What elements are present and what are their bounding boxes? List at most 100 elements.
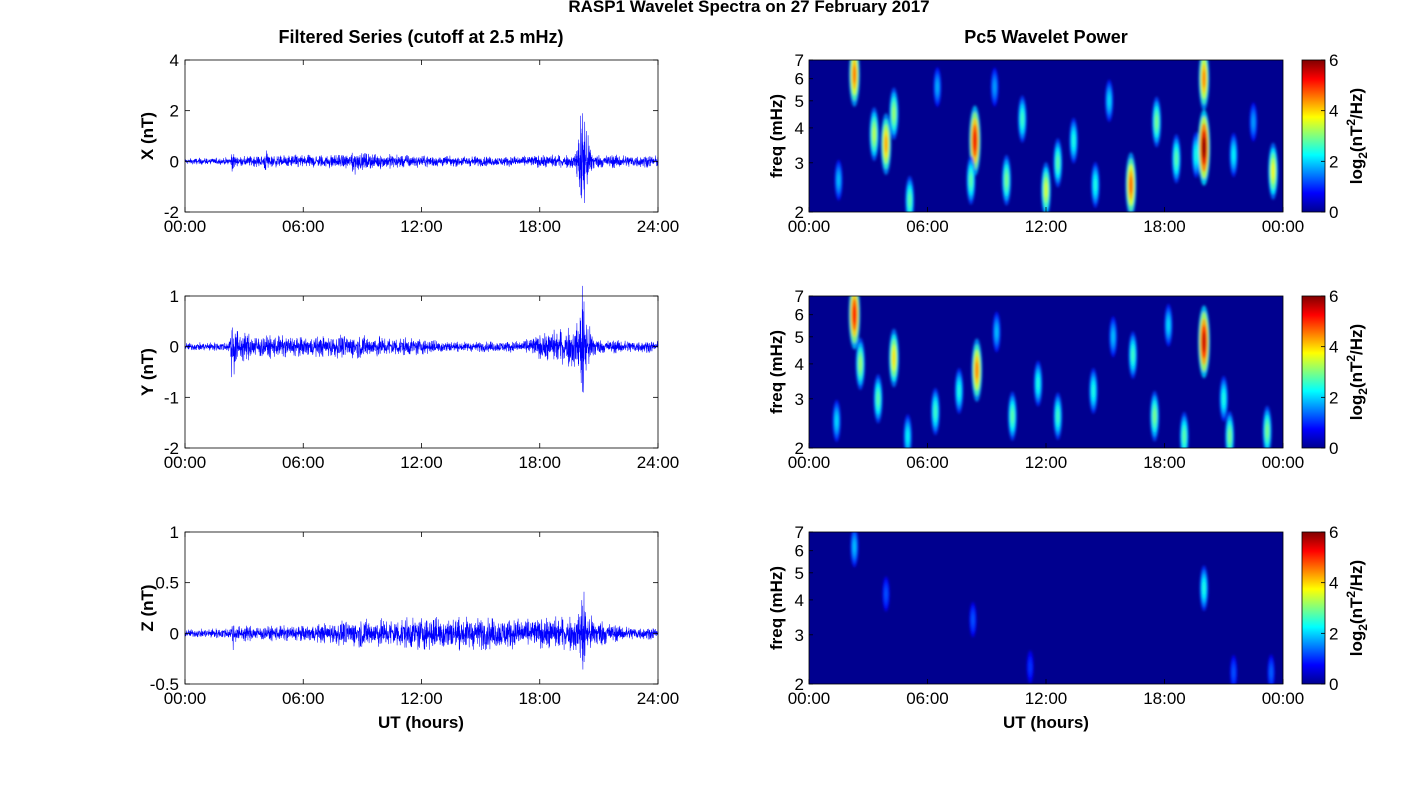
x-tick-label: 00:00 xyxy=(1262,453,1305,472)
power-feature xyxy=(957,384,961,398)
y-tick-label: 2 xyxy=(795,203,804,222)
colorbar-tick-label: 2 xyxy=(1329,152,1338,171)
y-tick-label: 3 xyxy=(795,154,804,173)
colorbar-tick-label: 4 xyxy=(1329,338,1338,357)
power-feature xyxy=(876,391,880,406)
power-feature xyxy=(1202,581,1206,595)
y-tick-label: 6 xyxy=(795,542,804,561)
y-axis-label: X (nT) xyxy=(138,112,157,160)
power-feature xyxy=(971,614,974,625)
colorbar xyxy=(1301,59,1326,213)
x-tick-label: 06:00 xyxy=(906,217,949,236)
data-trace xyxy=(184,591,659,670)
power-feature xyxy=(993,81,996,93)
colorbar-tick-label: 0 xyxy=(1329,439,1338,458)
x-tick-label: 00:00 xyxy=(1262,689,1305,708)
x-tick-label: 12:00 xyxy=(400,453,443,472)
y-tick-label: 6 xyxy=(795,306,804,325)
colorbar-tick-label: 6 xyxy=(1329,287,1338,306)
power-feature xyxy=(1228,429,1231,444)
x-tick-label: 00:00 xyxy=(164,689,207,708)
power-feature xyxy=(1252,116,1255,128)
x-tick-label: 18:00 xyxy=(1143,453,1186,472)
x-tick-label: 18:00 xyxy=(518,689,561,708)
x-axis-label-left: UT (hours) xyxy=(378,713,464,732)
y-axis-label: freq (mHz) xyxy=(767,94,786,178)
colorbar-tick-label: 0 xyxy=(1329,203,1338,222)
y-tick-label: 2 xyxy=(795,675,804,694)
x-tick-label: 18:00 xyxy=(1143,217,1186,236)
colorbar-tick-label: 6 xyxy=(1329,523,1338,542)
y-tick-label: -0.5 xyxy=(150,675,179,694)
power-feature xyxy=(1056,155,1060,170)
power-feature xyxy=(852,65,856,84)
power-feature xyxy=(1005,173,1008,188)
x-tick-label: 06:00 xyxy=(282,217,325,236)
y-tick-label: 5 xyxy=(795,92,804,111)
y-tick-label: 2 xyxy=(795,439,804,458)
right-column-title: Pc5 Wavelet Power xyxy=(964,27,1127,47)
y-axis-label: Y (nT) xyxy=(138,348,157,396)
plot-area xyxy=(185,296,658,448)
x-tick-label: 00:00 xyxy=(164,453,207,472)
power-feature xyxy=(1072,134,1075,148)
colorbar-label: log2(nT2/Hz) xyxy=(1344,324,1370,420)
x-tick-label: 12:00 xyxy=(1025,453,1068,472)
x-tick-label: 12:00 xyxy=(1025,689,1068,708)
y-tick-label: 7 xyxy=(795,287,804,306)
plot-area xyxy=(185,532,658,684)
x-tick-label: 06:00 xyxy=(906,453,949,472)
spectrum-background xyxy=(809,296,1283,448)
x-tick-label: 06:00 xyxy=(906,689,949,708)
colorbar xyxy=(1301,531,1326,685)
x-tick-label: 24:00 xyxy=(637,453,680,472)
power-feature xyxy=(1202,331,1206,352)
power-feature xyxy=(1202,69,1206,88)
power-feature xyxy=(1167,319,1170,332)
x-tick-label: 12:00 xyxy=(1025,217,1068,236)
y-tick-label: 5 xyxy=(795,564,804,583)
colorbar-label: log2(nT2/Hz) xyxy=(1344,88,1370,184)
power-feature xyxy=(1202,136,1206,159)
y-tick-label: -1 xyxy=(164,388,179,407)
y-tick-label: 3 xyxy=(795,390,804,409)
power-feature xyxy=(995,326,998,338)
x-tick-label: 06:00 xyxy=(282,453,325,472)
x-tick-label: 18:00 xyxy=(518,217,561,236)
power-feature xyxy=(1011,409,1014,423)
power-feature xyxy=(885,589,888,599)
y-tick-label: 4 xyxy=(795,119,804,138)
x-tick-label: 24:00 xyxy=(637,217,680,236)
power-feature xyxy=(1265,423,1269,439)
y-tick-label: 5 xyxy=(795,328,804,347)
x-tick-label: 00:00 xyxy=(164,217,207,236)
power-feature xyxy=(859,356,862,372)
x-tick-label: 00:00 xyxy=(788,453,831,472)
colorbar-tick-label: 2 xyxy=(1329,624,1338,643)
power-feature xyxy=(1182,429,1186,444)
x-axis-label-right: UT (hours) xyxy=(1003,713,1089,732)
colorbar-tick-label: 0 xyxy=(1329,675,1338,694)
power-feature xyxy=(975,361,979,379)
timeseries-panel-z: 00:00 06:00 12:00 18:00 24:00 -0.5 0 0.5 1 Z (nT) xyxy=(138,523,679,708)
y-tick-label: 4 xyxy=(795,355,804,374)
power-feature xyxy=(852,304,857,325)
x-tick-label: 24:00 xyxy=(637,689,680,708)
power-feature xyxy=(884,135,888,153)
x-tick-label: 00:00 xyxy=(1262,217,1305,236)
x-tick-label: 06:00 xyxy=(282,689,325,708)
power-feature xyxy=(934,404,937,419)
figure-title: RASP1 Wavelet Spectra on 27 February 201… xyxy=(568,0,929,16)
y-tick-label: 0 xyxy=(170,338,179,357)
power-feature xyxy=(1036,377,1040,390)
power-feature xyxy=(936,81,939,93)
power-feature xyxy=(1092,384,1095,398)
colorbar-tick-label: 4 xyxy=(1329,574,1338,593)
y-tick-label: 7 xyxy=(795,51,804,70)
power-feature xyxy=(1021,112,1024,126)
colorbar-label: log2(nT2/Hz) xyxy=(1344,560,1370,656)
power-feature xyxy=(1175,151,1178,166)
